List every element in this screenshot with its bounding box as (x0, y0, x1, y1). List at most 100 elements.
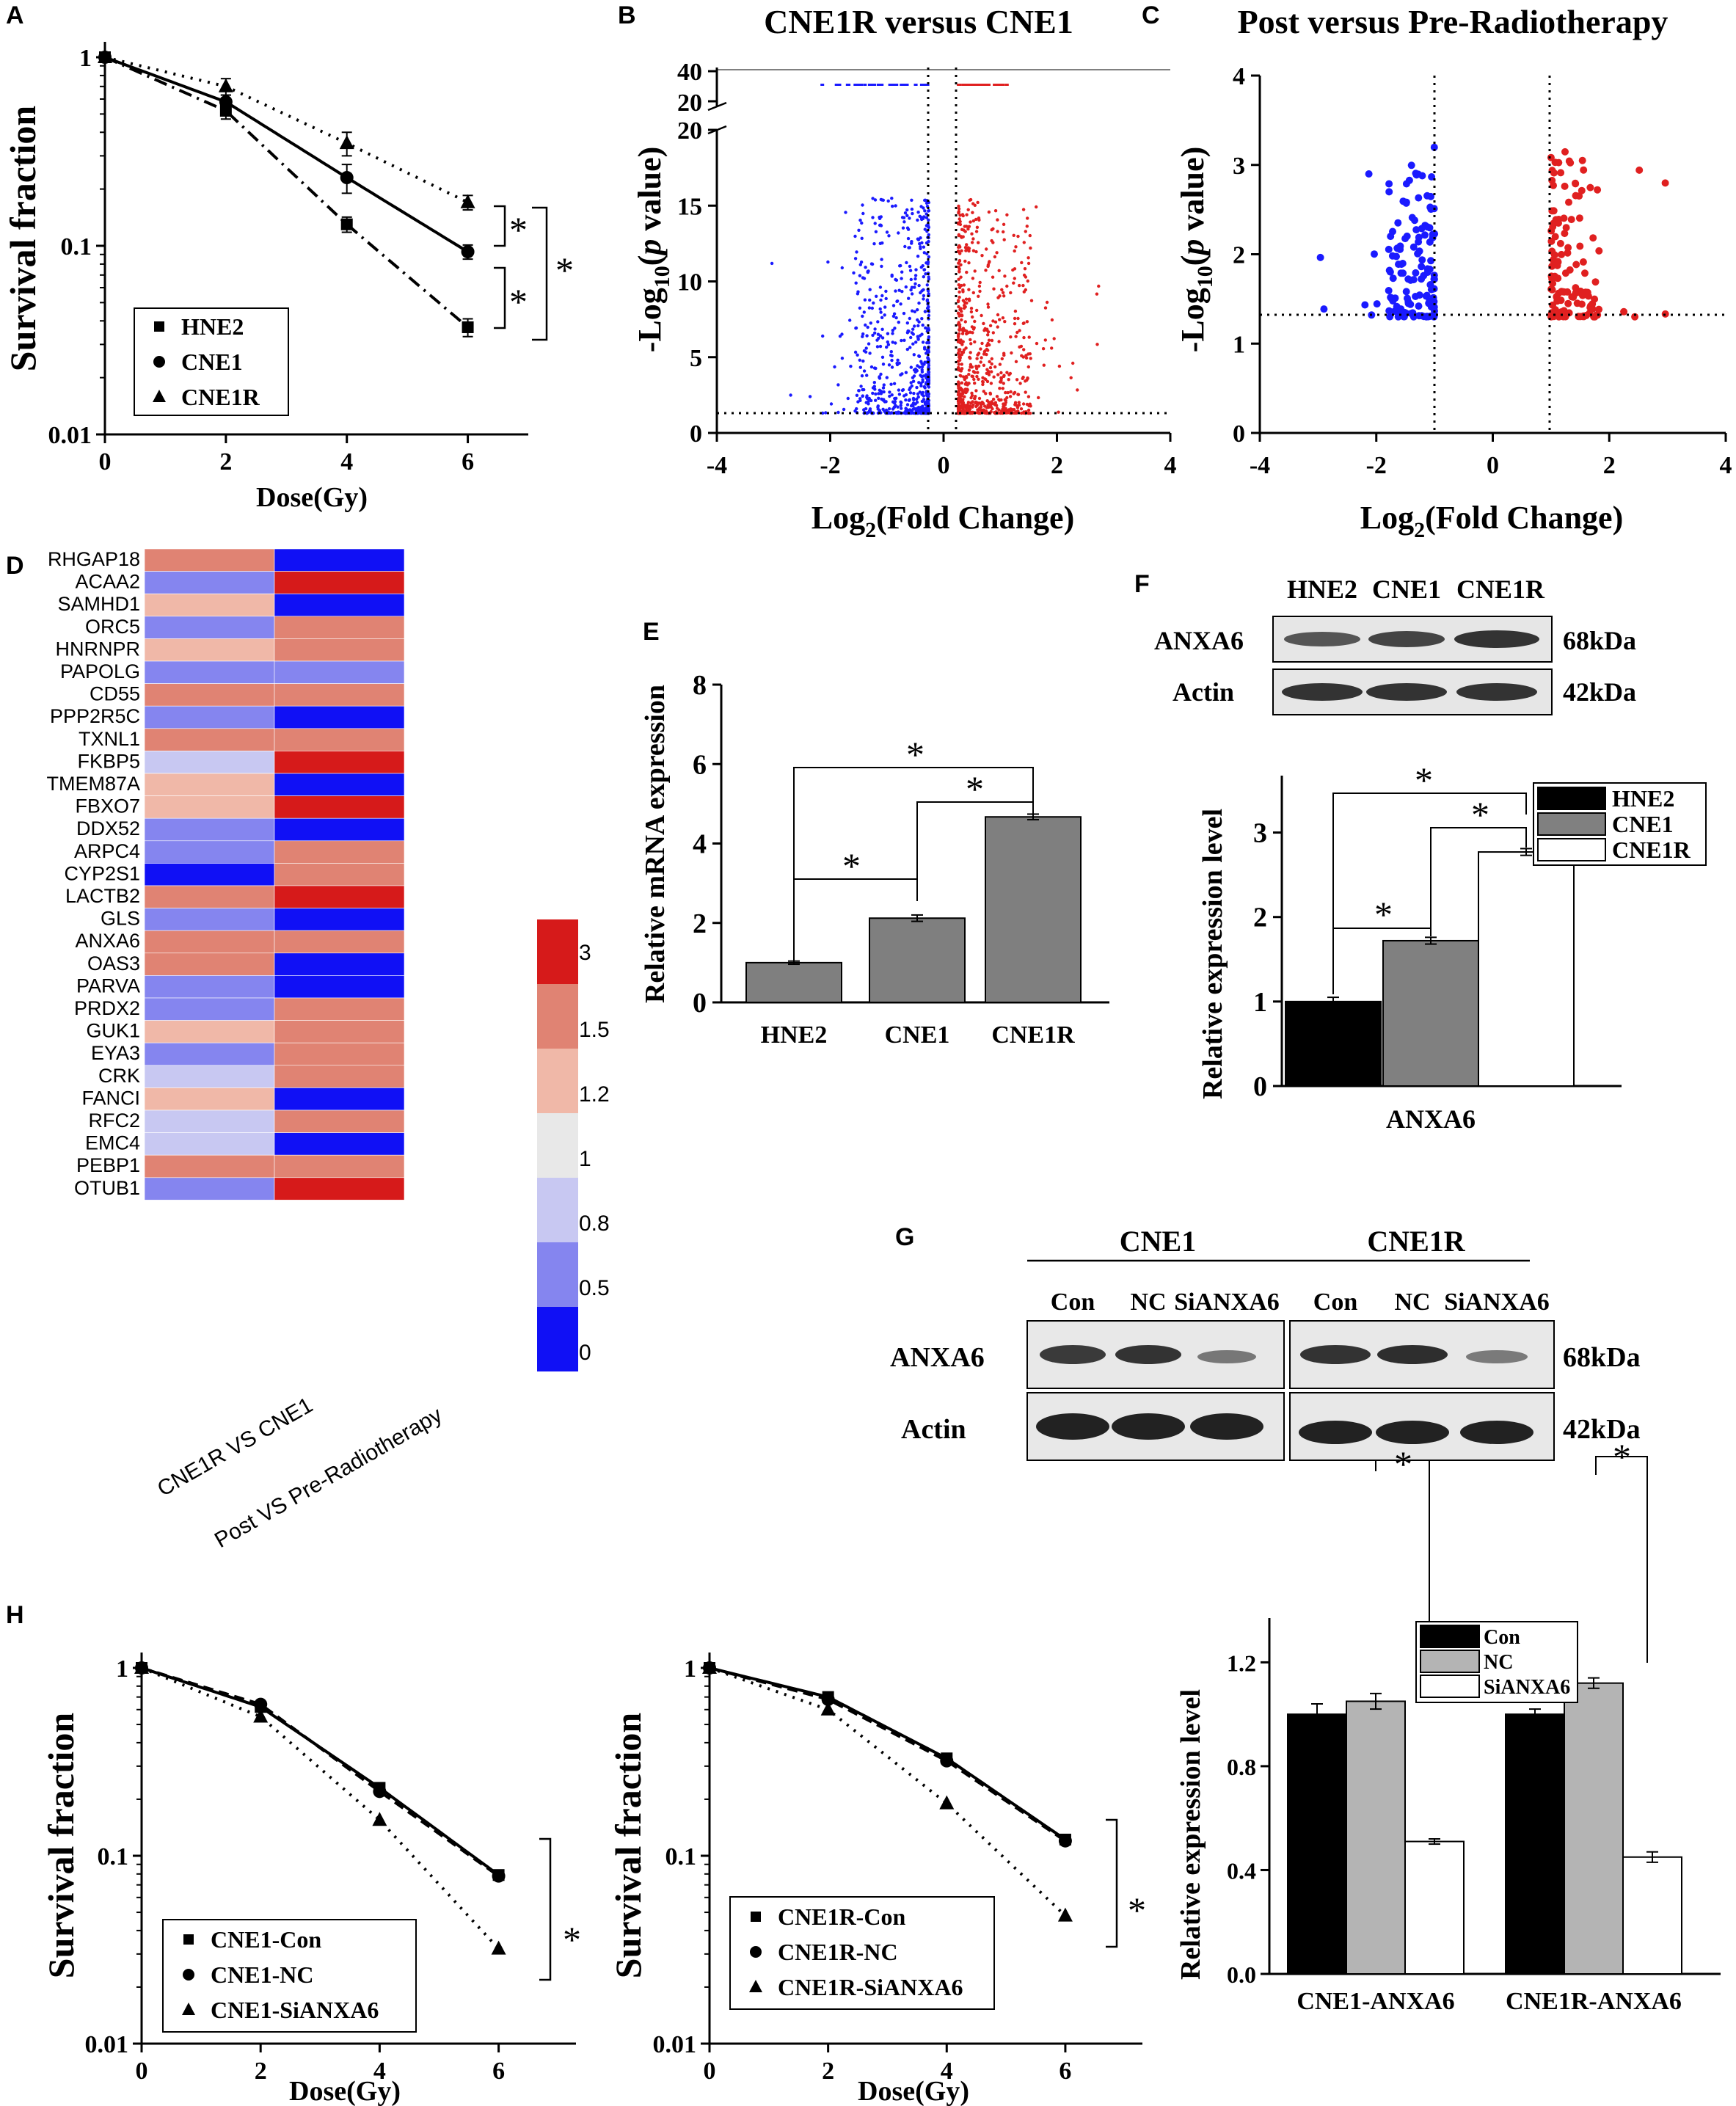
C-point-up (1578, 156, 1586, 164)
B-point-up (985, 343, 989, 348)
heatmap-row-label: ARPC4 (74, 840, 140, 862)
H1-point-cne1-sianxa6 (134, 1660, 149, 1674)
B-point-down (866, 270, 870, 274)
B-point-up (1022, 290, 1026, 294)
H2-point-cne1r-sianxa6 (702, 1660, 717, 1674)
B-point-down (842, 407, 846, 412)
B-point-up (997, 340, 1001, 343)
B-point-up (1004, 390, 1007, 395)
C-point-down (1431, 230, 1439, 238)
B-point-down (911, 332, 916, 336)
B-point-up (977, 216, 981, 220)
H1-point-cne1-nc (373, 1785, 387, 1799)
B-point-up (992, 287, 996, 291)
B-point-down (889, 382, 893, 386)
H1-ytick-label: 0.01 (85, 2031, 129, 2058)
C-ytick-label: 2 (1233, 242, 1245, 269)
C-point-up (1572, 180, 1580, 188)
colorbar-label: 1.2 (579, 1082, 610, 1107)
C-point-up (1575, 214, 1583, 222)
C-point-up (1572, 289, 1580, 297)
B-point-up (1019, 411, 1024, 415)
B-point-down (880, 327, 884, 331)
B-point-up (996, 313, 1000, 317)
B-point-down (917, 301, 921, 305)
B-point-down (908, 216, 911, 220)
B-point-down (877, 396, 880, 400)
B-point-up (1027, 335, 1031, 339)
B-point-down (861, 314, 864, 318)
B-point-down (910, 198, 913, 202)
H1-point-cne1-sianxa6 (372, 1812, 387, 1826)
B-point-down (884, 289, 888, 294)
B-point-up (964, 381, 969, 385)
B-point-down (922, 394, 926, 398)
B-point-down (891, 329, 895, 332)
B-point-down (867, 400, 870, 404)
heatmap-cell (144, 1177, 275, 1200)
heatmap-cell (144, 773, 275, 796)
C-point-up (1561, 230, 1569, 238)
B-point-down (897, 388, 901, 392)
B-point-up (960, 332, 965, 335)
B-point-down (899, 404, 902, 407)
B-point-up (1013, 249, 1016, 253)
panel-label-a: A (6, 1, 24, 29)
B-point-down (866, 325, 869, 329)
C-point-up (1586, 183, 1594, 192)
B-point-down (833, 365, 836, 369)
panel-f-size-68: 68kDa (1563, 626, 1636, 655)
H2-ytick-label: 1 (684, 1655, 696, 1683)
B-point-down (886, 340, 890, 344)
C-point-down (1409, 243, 1418, 251)
E-bar-cne1r (985, 816, 1082, 1003)
heatmap-cell (274, 1020, 405, 1043)
E-category-label: HNE2 (761, 1021, 828, 1049)
heatmap-cell (274, 975, 405, 999)
panel-h3-significance: * * (1375, 1436, 1648, 1663)
B-point-down (870, 262, 875, 266)
heatmap-cell (274, 952, 405, 976)
H1-xtick-label: 0 (136, 2058, 148, 2085)
B-point-up (1013, 277, 1017, 280)
H3-category-label: CNE1-ANXA6 (1296, 1988, 1454, 2015)
B-point-up (995, 395, 999, 398)
B-point-up (957, 397, 960, 401)
C-point-up (1551, 272, 1559, 280)
C-point-down (1385, 188, 1393, 196)
C-point-down (1402, 288, 1410, 296)
B-point-down (857, 389, 861, 393)
H3-ytick-label: 1.2 (1227, 1650, 1256, 1676)
B-point-up (964, 346, 968, 350)
B-point-up (958, 222, 963, 227)
B-point-down (886, 343, 891, 346)
H3-bar-nc (1346, 1700, 1406, 1975)
B-point-down (909, 404, 913, 408)
B-point-up (977, 351, 981, 355)
panel-f-star-1: * (1415, 759, 1433, 801)
B-point-up (1022, 335, 1026, 340)
B-point-up (990, 362, 993, 366)
B-point-top (853, 84, 858, 86)
C-point-down (1373, 300, 1381, 308)
B-point-up (960, 318, 963, 322)
B-point-down (861, 332, 865, 336)
C-point-down (1394, 219, 1402, 227)
B-point-down (894, 341, 897, 345)
B-point-up (1050, 346, 1054, 350)
panel-h1-series (134, 1660, 506, 1955)
C-point-up (1576, 242, 1584, 250)
A-legend-label-cne1: CNE1 (181, 349, 243, 375)
C-point-down (1407, 300, 1415, 308)
panel-f-row-anxa6: ANXA6 (1154, 626, 1244, 655)
C-point-down (1415, 194, 1423, 202)
panel-b-points (770, 84, 1101, 415)
panel-h3-ylabel: Relative expression level (1175, 1689, 1206, 1980)
B-point-up (985, 379, 990, 384)
A-ytick-label: 0.1 (61, 233, 92, 260)
H2-point-cne1r-sianxa6 (939, 1795, 955, 1810)
heatmap-cell (144, 863, 275, 886)
B-point-up (1005, 284, 1009, 288)
colorbar-swatch (537, 984, 578, 1049)
